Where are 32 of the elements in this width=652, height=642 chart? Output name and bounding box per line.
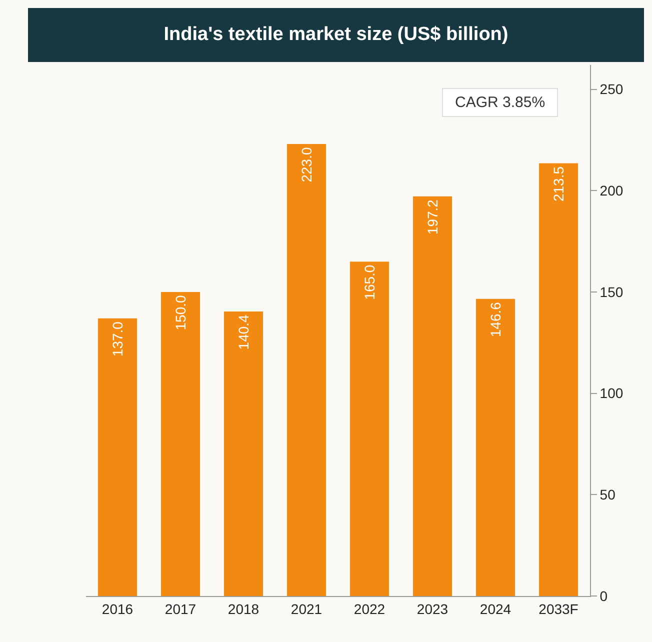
x-tick-label: 2022 — [354, 600, 386, 617]
bar — [538, 163, 578, 596]
bar — [98, 318, 138, 596]
bar — [160, 292, 200, 596]
bar — [412, 196, 452, 596]
data-label: 165.0 — [362, 264, 378, 300]
data-label: 146.6 — [488, 302, 504, 338]
y-tick-label: 50 — [600, 486, 616, 503]
bar — [224, 311, 264, 596]
y-tick-label: 0 — [600, 588, 608, 604]
y-tick-label: 250 — [600, 81, 624, 98]
data-label: 140.4 — [236, 314, 252, 350]
chart-title: India's textile market size (US$ billion) — [28, 8, 644, 62]
x-tick-label: 2016 — [102, 600, 134, 617]
data-label: 150.0 — [172, 294, 188, 330]
data-label: 213.5 — [550, 166, 566, 202]
bar — [476, 298, 516, 596]
x-tick-label: 2021 — [290, 600, 322, 617]
data-label: 223.0 — [298, 147, 314, 182]
x-tick-label: 2023 — [416, 600, 448, 617]
bar — [286, 144, 326, 596]
data-label: 197.2 — [424, 199, 440, 235]
y-tick-label: 100 — [600, 385, 624, 402]
data-label: 137.0 — [110, 321, 126, 357]
y-tick-label: 200 — [600, 182, 624, 199]
x-tick-label: 2033F — [538, 600, 578, 617]
bar — [350, 262, 390, 596]
y-tick-label: 150 — [600, 284, 624, 300]
x-tick-label: 2017 — [164, 600, 196, 617]
x-tick-label: 2024 — [480, 600, 512, 617]
annotation: CAGR 3.85% — [442, 88, 558, 117]
x-tick-label: 2018 — [228, 600, 260, 617]
